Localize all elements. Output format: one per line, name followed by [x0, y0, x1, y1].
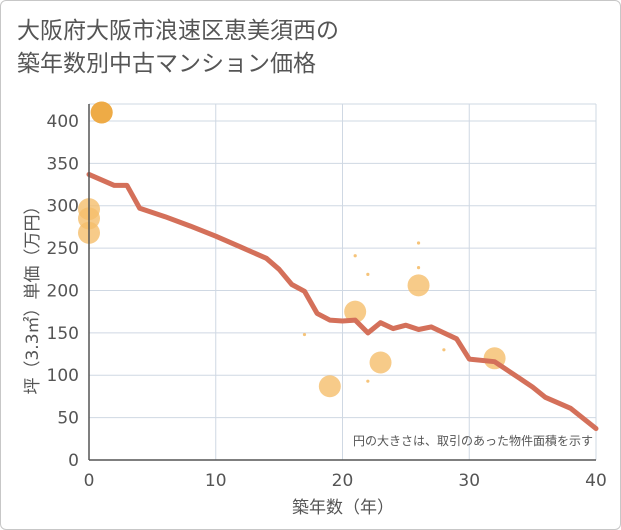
- x-tick-label: 0: [84, 471, 95, 491]
- y-tick-label: 100: [47, 366, 79, 386]
- y-tick-label: 50: [57, 409, 79, 429]
- x-tick-label: 20: [332, 471, 354, 491]
- trend-line: [86, 171, 599, 432]
- bubble-point: [353, 254, 357, 258]
- bubble-point: [344, 300, 367, 323]
- bubble-point: [416, 241, 421, 245]
- grid-lines: [89, 103, 597, 460]
- bubble-point: [416, 265, 421, 270]
- bubble-point: [366, 379, 370, 383]
- bubble-point: [407, 274, 430, 297]
- y-tick-label: 0: [68, 451, 79, 471]
- axes: [88, 104, 596, 461]
- size-note: 円の大きさは、取引のあった物件面積を示す: [353, 433, 593, 448]
- bubble-point: [369, 351, 392, 374]
- bubble-point: [302, 332, 307, 337]
- x-tick-label: 10: [205, 471, 227, 491]
- y-tick-label: 350: [47, 154, 79, 174]
- y-tick-label: 300: [47, 197, 79, 217]
- bubble-point: [318, 375, 341, 398]
- y-tick-label: 400: [47, 112, 79, 132]
- x-tick-label: 40: [585, 471, 607, 491]
- bubble-point: [442, 348, 446, 352]
- y-tick-label: 200: [47, 281, 79, 301]
- chart-title: 大阪府大阪市浪速区恵美須西の 築年数別中古マンション価格: [17, 15, 339, 81]
- bubble-point: [90, 101, 113, 124]
- chart-title-line2: 築年数別中古マンション価格: [17, 51, 316, 77]
- chart-title-line1: 大阪府大阪市浪速区恵美須西の: [17, 18, 339, 44]
- bubble-series: [78, 101, 506, 398]
- x-tick-label: 30: [458, 471, 480, 491]
- y-tick-label: 150: [47, 324, 79, 344]
- bubble-point: [366, 272, 370, 276]
- x-axis-label: 築年数（年）: [292, 498, 394, 518]
- y-axis-label: 坪（3.3㎡）単価（万円）: [23, 197, 43, 394]
- y-tick-label: 250: [47, 239, 79, 259]
